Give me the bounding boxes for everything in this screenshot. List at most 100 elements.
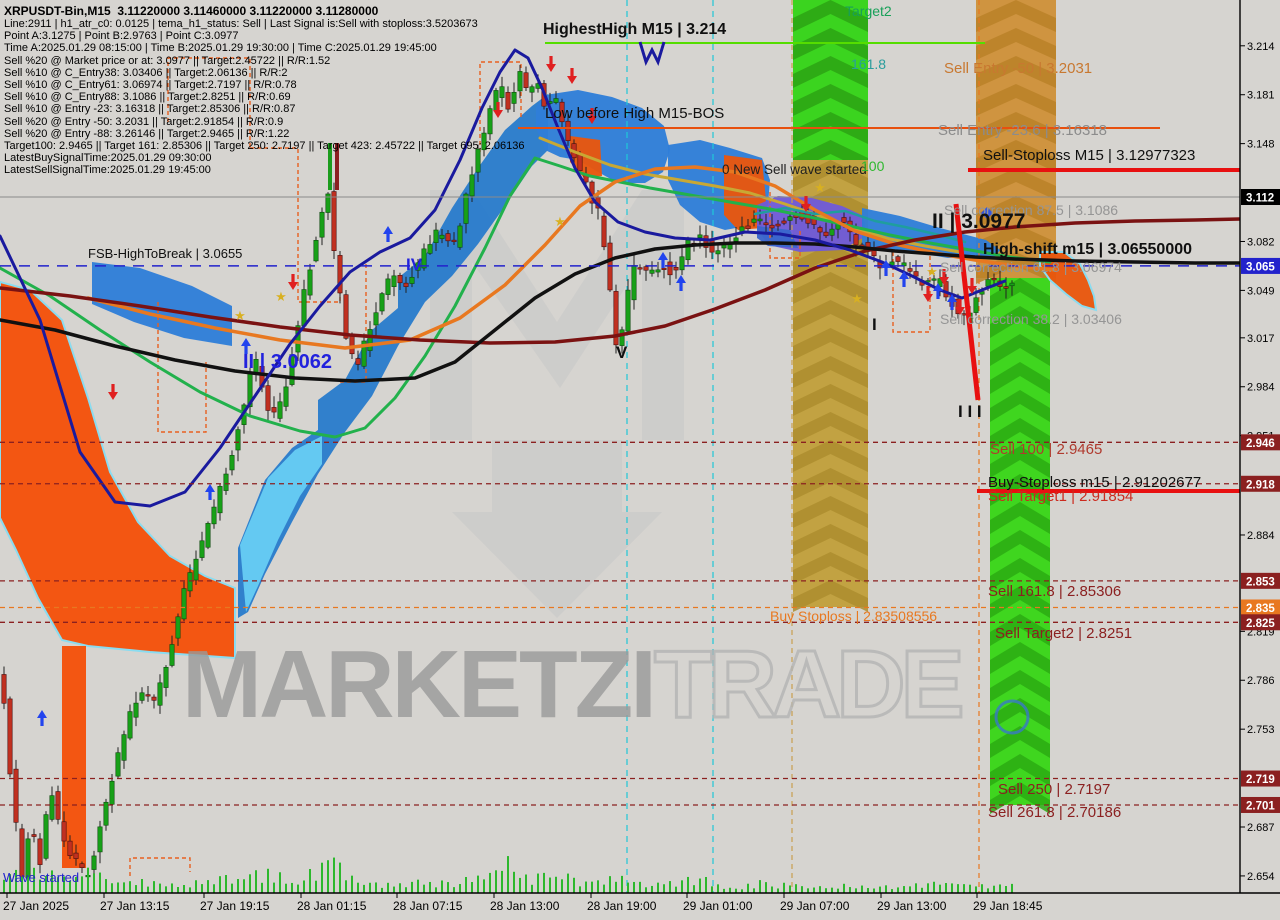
sell-250-label: Sell 250 | 2.7197 [998, 781, 1111, 798]
time-tick-label: 27 Jan 2025 [3, 899, 70, 913]
info-line: Sell %10 @ Entry -23: 3.16318 || Target:… [4, 103, 296, 116]
price-box-2.918 [1241, 475, 1280, 492]
wave5-label: V [616, 343, 628, 362]
price-box-2.825 [1241, 614, 1280, 631]
price-levels [0, 42, 1240, 806]
w-pattern-mark [638, 41, 666, 67]
ma-orange [86, 165, 1057, 350]
price-tick-label: 2.753 [1247, 724, 1275, 736]
svg-text:★: ★ [275, 289, 287, 304]
time-tick-label: 29 Jan 01:00 [683, 899, 753, 913]
sell-correction-382-label: Sell correction 38.2 | 3.03406 [940, 311, 1122, 327]
vertical-lines [626, 0, 980, 893]
price-tick-label: 2.687 [1247, 822, 1275, 834]
price-tick-label: 2.786 [1247, 675, 1275, 687]
kumo-blue-top [536, 90, 670, 183]
high-shift-label: High-shift m15 | 3.06550000 [983, 241, 1193, 258]
price-box-3.065 [1241, 257, 1280, 274]
ma-black [0, 241, 1242, 383]
price-tick-label: 3.148 [1247, 139, 1275, 151]
info-line: Sell %10 @ C_Entry61: 3.06974 || Target:… [4, 79, 297, 92]
sell-correction-618-label: Sell correction 61.8 | 3.06974 [940, 259, 1122, 275]
fib-161-label: 161.8 [851, 56, 887, 72]
sell-2618-label: Sell 261.8 | 2.70186 [988, 804, 1122, 821]
wave1-label: I [872, 315, 877, 334]
svg-text:3.065: 3.065 [1246, 261, 1275, 273]
price-box-2.946 [1241, 434, 1280, 451]
diamond-marker [981, 207, 993, 219]
sell-target1-label: Sell Target1 | 2.91854 [988, 488, 1134, 505]
svg-text:★: ★ [814, 180, 826, 195]
watermark: MARKETZITRADE [182, 630, 966, 740]
kumo-orange-left-tail [62, 646, 86, 868]
highest-high-label: HighestHigh M15 | 3.214 [543, 21, 727, 38]
info-line: LatestBuySignalTime:2025.01.29 09:30:00 [4, 152, 212, 165]
price-tick-label: 3.082 [1247, 236, 1275, 248]
svg-text:★: ★ [234, 308, 246, 323]
price-tick-label: 2.884 [1247, 530, 1275, 542]
info-line: LatestSellSignalTime:2025.01.29 19:45:00 [4, 164, 211, 177]
price-box-2.719 [1241, 770, 1280, 787]
wave2-low-label: II | 3.0062 [243, 351, 332, 373]
info-line: Sell %10 @ C_Entry88: 3.1086 || Target:2… [4, 91, 291, 104]
fsb-high-to-break-label: FSB-HighToBreak | 3.0655 [88, 246, 243, 261]
sell-target2-label: Sell Target2 | 2.8251 [995, 625, 1133, 642]
kumo-orange-left [0, 280, 236, 660]
info-line: Sell %20 @ Market price or at: 3.0977 ||… [4, 54, 331, 67]
price-tick-label: 3.214 [1247, 41, 1275, 53]
wave3-label: I I I [958, 402, 982, 421]
sell-stoploss-label: Sell-Stoploss M15 | 3.12977323 [983, 147, 1196, 164]
info-panel: XRPUSDT-Bin,M15 3.11220000 3.11460000 3.… [4, 4, 525, 177]
time-tick-label: 28 Jan 13:00 [490, 899, 560, 913]
info-line: Sell %20 @ Entry -50: 3.2031 || Target:2… [4, 115, 284, 128]
time-tick-label: 29 Jan 13:00 [877, 899, 947, 913]
buy-stoploss-fib-label: Buy Stoploss | 2.83508556 [770, 608, 938, 624]
logo-ring [994, 699, 1030, 735]
info-line: Time A:2025.01.29 08:15:00 | Time B:2025… [4, 42, 437, 55]
sell-1618-label: Sell 161.8 | 2.85306 [988, 583, 1122, 600]
price-tick-label: 3.181 [1247, 90, 1275, 102]
svg-text:2.719: 2.719 [1246, 774, 1275, 786]
trendline-group [953, 203, 981, 401]
svg-text:3.112: 3.112 [1246, 193, 1274, 205]
svg-text:★: ★ [926, 264, 938, 279]
ichimoku-clouds [0, 90, 1098, 868]
signal-markers: ★ ★ ★ ★ ★ ★ [37, 41, 1030, 735]
price-box-3.112 [1241, 189, 1280, 205]
time-tick-label: 27 Jan 19:15 [200, 899, 270, 913]
price-box-2.853 [1241, 572, 1280, 589]
ma-maroon [0, 217, 1242, 345]
time-tick-label: 28 Jan 01:15 [297, 899, 367, 913]
buy-stoploss-m15-label: Buy-Stoploss m15 | 2.91202677 [988, 474, 1202, 491]
fib-100-label: 100 [861, 158, 885, 174]
time-tick-label: 29 Jan 18:45 [973, 899, 1043, 913]
time-tick-label: 28 Jan 19:00 [587, 899, 657, 913]
sell-100-label: Sell 100 | 2.9465 [990, 441, 1103, 458]
time-tick-label: 27 Jan 13:15 [100, 899, 170, 913]
svg-text:★: ★ [554, 214, 566, 229]
price-tick-label: 3.017 [1247, 333, 1275, 345]
watermark-secondary: TRADE [652, 630, 966, 740]
ma-navy [0, 48, 1007, 508]
kumo-blue-main-band [238, 94, 548, 618]
watermark-primary: MARKETZI [182, 631, 657, 738]
svg-text:2.946: 2.946 [1246, 438, 1275, 450]
target2-label: Target2 [845, 3, 892, 19]
kumo-cyan-inner [240, 436, 322, 612]
new-sell-wave-label: 0 New Sell wave started [722, 162, 867, 177]
svg-text:★: ★ [851, 291, 863, 306]
svg-text:2.825: 2.825 [1246, 618, 1275, 630]
price-tick-label: 2.654 [1247, 871, 1275, 883]
time-tick-label: 29 Jan 07:00 [780, 899, 850, 913]
indicator-lines [0, 48, 1242, 508]
price-tick-label: 3.049 [1247, 285, 1275, 297]
time-tick-label: 28 Jan 07:15 [393, 899, 463, 913]
time-axis-ticks[interactable] [6, 893, 978, 898]
sell-correction-875-label: Sell correction 87.5 | 3.1086 [944, 202, 1119, 218]
svg-text:2.701: 2.701 [1246, 800, 1275, 812]
wave4-label: IV [406, 255, 423, 274]
sell-entry-50-label: Sell Entry -50 | 3.2031 [944, 60, 1093, 77]
wave2-high-label: II | 3.0977 [932, 210, 1026, 233]
